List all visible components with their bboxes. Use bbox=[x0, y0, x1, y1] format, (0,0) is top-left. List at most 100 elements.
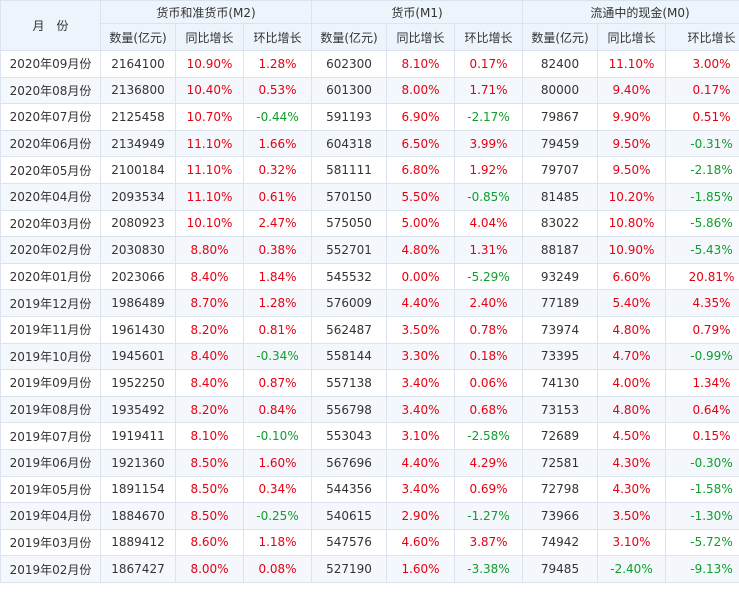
m0-yoy-cell: 4.80% bbox=[597, 315, 666, 344]
month-cell: 2020年01月份 bbox=[0, 262, 101, 291]
m0-yoy-cell: -2.40% bbox=[597, 555, 666, 583]
table-row: 2019年04月份 1884670 8.50% -0.25% 540615 2.90% -1… bbox=[0, 502, 739, 530]
m2-yoy-cell: 8.10% bbox=[175, 422, 244, 450]
m0-yoy-cell: 11.10% bbox=[597, 50, 666, 78]
m1-qty-cell: 576009 bbox=[311, 289, 387, 317]
m0-yoy-cell: 4.00% bbox=[597, 369, 666, 397]
m2-yoy-cell: 11.10% bbox=[175, 129, 244, 158]
money-supply-table: 月 份 货币和准货币(M2) 货币(M1) 流通中的现金(M0) 数量(亿元) … bbox=[0, 0, 739, 583]
m2-qty-cell: 1889412 bbox=[100, 528, 176, 557]
m0-group-header: 流通中的现金(M0) bbox=[522, 0, 739, 24]
m1-qty-cell: 547576 bbox=[311, 528, 387, 557]
m1-qty-cell: 544356 bbox=[311, 475, 387, 504]
m2-qty-cell: 1891154 bbox=[100, 475, 176, 504]
table-row: 2019年05月份 1891154 8.50% 0.34% 544356 3.40% 0.6… bbox=[0, 475, 739, 504]
m1-yoy-cell: 4.60% bbox=[386, 528, 455, 557]
m0-yoy-cell: 4.70% bbox=[597, 342, 666, 371]
m1-yoy-cell: 6.80% bbox=[386, 156, 455, 184]
m1-yoy-cell: 0.00% bbox=[386, 262, 455, 291]
m0-qty-cell: 93249 bbox=[522, 262, 598, 291]
m0-yoy-cell: 9.50% bbox=[597, 156, 666, 184]
m0-qty-cell: 80000 bbox=[522, 76, 598, 105]
m0-yoy-cell: 10.80% bbox=[597, 209, 666, 238]
month-cell: 2020年07月份 bbox=[0, 103, 101, 131]
month-cell: 2019年05月份 bbox=[0, 475, 101, 504]
m0-mom-cell: -1.58% bbox=[665, 475, 739, 504]
month-cell: 2019年06月份 bbox=[0, 448, 101, 477]
m2-mom-cell: 2.47% bbox=[243, 209, 312, 238]
m0-yoy-cell: 4.30% bbox=[597, 475, 666, 504]
m0-mom-cell: 0.79% bbox=[665, 315, 739, 344]
m0-yoy-cell: 4.30% bbox=[597, 448, 666, 477]
m1-yoy-cell: 3.40% bbox=[386, 475, 455, 504]
m0-qty-cell: 73153 bbox=[522, 395, 598, 424]
m1-qty-cell: 562487 bbox=[311, 315, 387, 344]
m2-mom-cell: -0.25% bbox=[243, 502, 312, 530]
m0-qty-cell: 77189 bbox=[522, 289, 598, 317]
m2-mom-cell: 0.38% bbox=[243, 236, 312, 264]
m0-mom-cell: -0.31% bbox=[665, 129, 739, 158]
m0-yoy-cell: 9.90% bbox=[597, 103, 666, 131]
month-cell: 2019年02月份 bbox=[0, 555, 101, 583]
m1-mom-cell: 0.68% bbox=[454, 395, 523, 424]
m1-yoy-cell: 8.10% bbox=[386, 50, 455, 78]
m2-yoy-cell: 8.40% bbox=[175, 369, 244, 397]
m2-qty-cell: 2136800 bbox=[100, 76, 176, 105]
m1-yoy-header: 同比增长 bbox=[386, 23, 455, 51]
m0-mom-cell: 0.64% bbox=[665, 395, 739, 424]
m0-yoy-cell: 10.20% bbox=[597, 182, 666, 211]
m0-qty-cell: 83022 bbox=[522, 209, 598, 238]
m2-yoy-cell: 8.40% bbox=[175, 262, 244, 291]
m0-qty-cell: 79867 bbox=[522, 103, 598, 131]
m2-qty-cell: 2164100 bbox=[100, 50, 176, 78]
m1-mom-cell: 1.31% bbox=[454, 236, 523, 264]
m0-mom-cell: 20.81% bbox=[665, 262, 739, 291]
table-body: 2020年09月份 2164100 10.90% 1.28% 602300 8.10% 0.… bbox=[0, 50, 739, 583]
m0-mom-header: 环比增长 bbox=[665, 23, 739, 51]
m0-yoy-cell: 4.80% bbox=[597, 395, 666, 424]
m1-mom-cell: -2.17% bbox=[454, 103, 523, 131]
m1-mom-cell: 0.69% bbox=[454, 475, 523, 504]
m2-yoy-cell: 8.00% bbox=[175, 555, 244, 583]
m2-qty-cell: 1921360 bbox=[100, 448, 176, 477]
table-row: 2019年08月份 1935492 8.20% 0.84% 556798 3.40% 0.6… bbox=[0, 395, 739, 424]
m0-mom-cell: 4.35% bbox=[665, 289, 739, 317]
m0-yoy-header: 同比增长 bbox=[597, 23, 666, 51]
table-row: 2020年08月份 2136800 10.40% 0.53% 601300 8.00% 1.… bbox=[0, 76, 739, 105]
m2-mom-cell: 1.60% bbox=[243, 448, 312, 477]
m2-mom-cell: -0.10% bbox=[243, 422, 312, 450]
m0-qty-cell: 79485 bbox=[522, 555, 598, 583]
m1-yoy-cell: 2.90% bbox=[386, 502, 455, 530]
m1-qty-cell: 601300 bbox=[311, 76, 387, 105]
table-row: 2019年07月份 1919411 8.10% -0.10% 553043 3.10% -2… bbox=[0, 422, 739, 450]
m0-qty-cell: 88187 bbox=[522, 236, 598, 264]
m0-mom-cell: 0.15% bbox=[665, 422, 739, 450]
table-row: 2019年10月份 1945601 8.40% -0.34% 558144 3.30% 0.… bbox=[0, 342, 739, 371]
m2-qty-cell: 2030830 bbox=[100, 236, 176, 264]
m0-yoy-cell: 6.60% bbox=[597, 262, 666, 291]
m0-yoy-cell: 10.90% bbox=[597, 236, 666, 264]
month-cell: 2019年08月份 bbox=[0, 395, 101, 424]
m0-yoy-cell: 3.10% bbox=[597, 528, 666, 557]
m1-mom-cell: -3.38% bbox=[454, 555, 523, 583]
m2-yoy-cell: 8.40% bbox=[175, 342, 244, 371]
table-row: 2019年09月份 1952250 8.40% 0.87% 557138 3.40% 0.0… bbox=[0, 369, 739, 397]
m1-qty-cell: 552701 bbox=[311, 236, 387, 264]
m1-yoy-cell: 3.40% bbox=[386, 395, 455, 424]
m1-qty-cell: 581111 bbox=[311, 156, 387, 184]
m0-mom-cell: -2.18% bbox=[665, 156, 739, 184]
m0-yoy-cell: 3.50% bbox=[597, 502, 666, 530]
m1-yoy-cell: 6.50% bbox=[386, 129, 455, 158]
m0-qty-cell: 72581 bbox=[522, 448, 598, 477]
m2-qty-cell: 1986489 bbox=[100, 289, 176, 317]
m2-mom-cell: 1.28% bbox=[243, 289, 312, 317]
m2-yoy-cell: 8.60% bbox=[175, 528, 244, 557]
m2-mom-cell: 0.81% bbox=[243, 315, 312, 344]
table-row: 2019年11月份 1961430 8.20% 0.81% 562487 3.50% 0.7… bbox=[0, 315, 739, 344]
m2-qty-cell: 1945601 bbox=[100, 342, 176, 371]
m0-mom-cell: -0.99% bbox=[665, 342, 739, 371]
m0-qty-header: 数量(亿元) bbox=[522, 23, 598, 51]
m1-mom-cell: 3.99% bbox=[454, 129, 523, 158]
m2-yoy-cell: 8.50% bbox=[175, 502, 244, 530]
m1-mom-cell: 4.04% bbox=[454, 209, 523, 238]
